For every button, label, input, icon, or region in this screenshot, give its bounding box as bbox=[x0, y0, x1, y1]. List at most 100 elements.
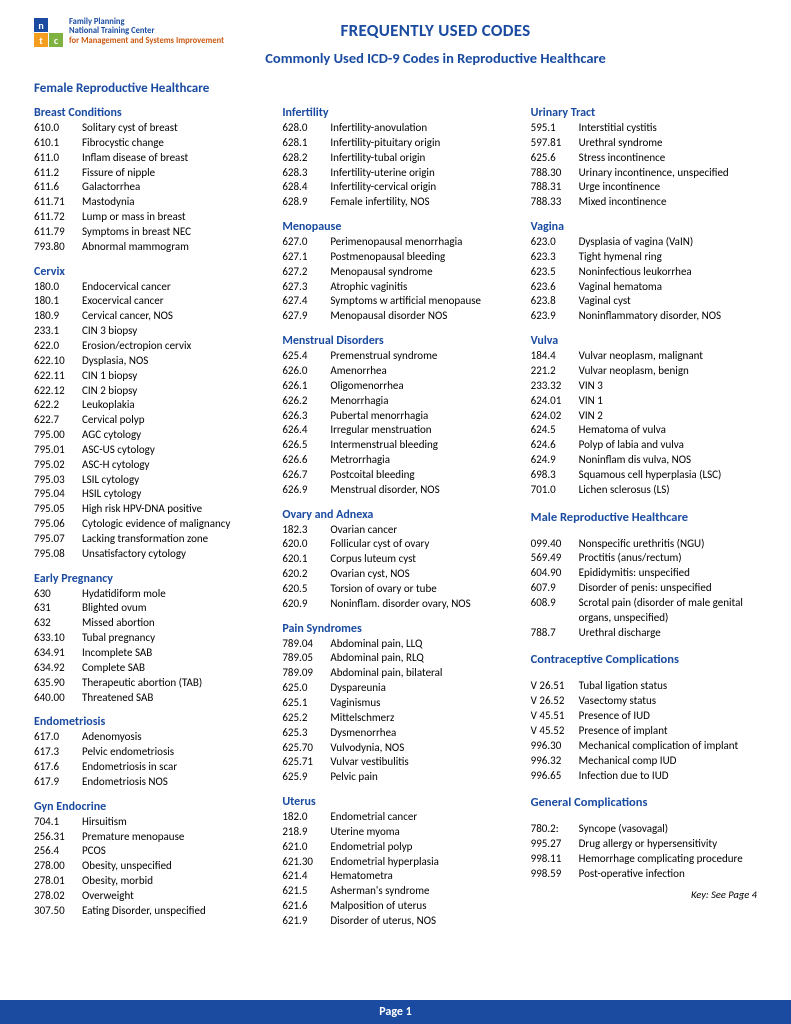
code-row: 620.0Follicular cyst of ovary bbox=[282, 537, 508, 552]
code-value: 218.9 bbox=[282, 825, 330, 840]
code-value: 788.30 bbox=[531, 166, 579, 181]
code-row: 622.2Leukoplakia bbox=[34, 398, 260, 413]
sub-title: Commonly Used ICD-9 Codes in Reproductiv… bbox=[224, 49, 647, 67]
code-desc: Therapeutic abortion (TAB) bbox=[82, 676, 260, 691]
code-row: 627.0Perimenopausal menorrhagia bbox=[282, 235, 508, 250]
code-row: 630Hydatidiform mole bbox=[34, 587, 260, 602]
code-desc: Proctitis (anus/rectum) bbox=[579, 551, 757, 566]
code-desc: Vulvar neoplasm, benign bbox=[579, 364, 757, 379]
code-row: 099.40Nonspecific urethritis (NGU) bbox=[531, 537, 757, 552]
code-desc: Adenomyosis bbox=[82, 730, 260, 745]
code-row: 633.10Tubal pregnancy bbox=[34, 631, 260, 646]
code-row: 625.9Pelvic pain bbox=[282, 770, 508, 785]
code-desc: Missed abortion bbox=[82, 616, 260, 631]
code-row: 611.6Galactorrhea bbox=[34, 180, 260, 195]
code-desc: Vaginismus bbox=[330, 696, 508, 711]
code-row: 628.4Infertility-cervical origin bbox=[282, 180, 508, 195]
code-value: 617.6 bbox=[34, 760, 82, 775]
code-value: 628.2 bbox=[282, 151, 330, 166]
code-value: 233.1 bbox=[34, 324, 82, 339]
header: n tc Family Planning National Training C… bbox=[34, 18, 757, 67]
code-row: 632Missed abortion bbox=[34, 616, 260, 631]
category-heading: Menopause bbox=[282, 220, 508, 234]
column-2: Infertility628.0Infertility-anovulation6… bbox=[282, 102, 508, 929]
code-value: 625.9 bbox=[282, 770, 330, 785]
code-value: 628.9 bbox=[282, 195, 330, 210]
code-desc: Dysplasia of vagina (VaIN) bbox=[579, 235, 757, 250]
code-value: 626.7 bbox=[282, 468, 330, 483]
code-row: 634.92Complete SAB bbox=[34, 661, 260, 676]
code-desc: Premature menopause bbox=[82, 830, 260, 845]
code-row: 788.33Mixed incontinence bbox=[531, 195, 757, 210]
code-value: 704.1 bbox=[34, 815, 82, 830]
code-desc: Infertility-pituitary origin bbox=[330, 136, 508, 151]
code-row: 623.9Noninflammatory disorder, NOS bbox=[531, 309, 757, 324]
code-value: 996.32 bbox=[531, 754, 579, 769]
code-value: 620.9 bbox=[282, 597, 330, 612]
code-value: 621.30 bbox=[282, 855, 330, 870]
code-value: 621.9 bbox=[282, 914, 330, 929]
code-desc: Disorder of uterus, NOS bbox=[330, 914, 508, 929]
code-row: 623.3Tight hymenal ring bbox=[531, 250, 757, 265]
code-row: 626.6Metrorrhagia bbox=[282, 453, 508, 468]
code-value: V 26.51 bbox=[531, 679, 579, 694]
code-row: 622.11CIN 1 biopsy bbox=[34, 369, 260, 384]
code-row: 795.04HSIL cytology bbox=[34, 487, 260, 502]
code-desc: Symptoms in breast NEC bbox=[82, 225, 260, 240]
code-desc: Fissure of nipple bbox=[82, 166, 260, 181]
code-desc: Menorrhagia bbox=[330, 394, 508, 409]
code-desc: Dyspareunia bbox=[330, 681, 508, 696]
code-desc: PCOS bbox=[82, 844, 260, 859]
code-value: V 26.52 bbox=[531, 694, 579, 709]
code-desc: AGC cytology bbox=[82, 428, 260, 443]
code-row: V 45.51Presence of IUD bbox=[531, 709, 757, 724]
code-value: 623.3 bbox=[531, 250, 579, 265]
code-value: 608.9 bbox=[531, 596, 579, 626]
code-desc: Noninfectious leukorrhea bbox=[579, 265, 757, 280]
code-row: V 26.51Tubal ligation status bbox=[531, 679, 757, 694]
code-row: 617.9Endometriosis NOS bbox=[34, 775, 260, 790]
code-row: 622.0Erosion/ectropion cervix bbox=[34, 339, 260, 354]
code-desc: Torsion of ovary or tube bbox=[330, 582, 508, 597]
code-row: 626.1Oligomenorrhea bbox=[282, 379, 508, 394]
code-row: 626.5Intermenstrual bleeding bbox=[282, 438, 508, 453]
code-desc: Squamous cell hyperplasia (LSC) bbox=[579, 468, 757, 483]
code-row: 625.0Dyspareunia bbox=[282, 681, 508, 696]
code-row: 628.1Infertility-pituitary origin bbox=[282, 136, 508, 151]
code-desc: Endocervical cancer bbox=[82, 280, 260, 295]
code-desc: Abdominal pain, bilateral bbox=[330, 666, 508, 681]
code-value: 623.6 bbox=[531, 280, 579, 295]
code-value: 256.31 bbox=[34, 830, 82, 845]
code-row: 611.0Inflam disease of breast bbox=[34, 151, 260, 166]
code-desc: Polyp of labia and vulva bbox=[579, 438, 757, 453]
code-row: 221.2Vulvar neoplasm, benign bbox=[531, 364, 757, 379]
code-value: 307.50 bbox=[34, 904, 82, 919]
code-value: 627.4 bbox=[282, 294, 330, 309]
code-value: 182.3 bbox=[282, 523, 330, 538]
code-desc: Malposition of uterus bbox=[330, 899, 508, 914]
code-value: 624.5 bbox=[531, 423, 579, 438]
code-value: 627.9 bbox=[282, 309, 330, 324]
code-row: 621.5Asherman's syndrome bbox=[282, 884, 508, 899]
code-desc: VIN 3 bbox=[579, 379, 757, 394]
code-row: 627.4Symptoms w artificial menopause bbox=[282, 294, 508, 309]
code-desc: Metrorrhagia bbox=[330, 453, 508, 468]
code-value: 625.6 bbox=[531, 151, 579, 166]
code-value: 998.11 bbox=[531, 852, 579, 867]
code-row: 626.7Postcoital bleeding bbox=[282, 468, 508, 483]
section-male: Male Reproductive Healthcare bbox=[531, 510, 757, 525]
code-value: 626.2 bbox=[282, 394, 330, 409]
code-row: 233.1CIN 3 biopsy bbox=[34, 324, 260, 339]
code-row: 795.05High risk HPV-DNA positive bbox=[34, 502, 260, 517]
code-desc: Pelvic pain bbox=[330, 770, 508, 785]
code-row: 622.12CIN 2 biopsy bbox=[34, 384, 260, 399]
code-desc: VIN 1 bbox=[579, 394, 757, 409]
code-value: 611.72 bbox=[34, 210, 82, 225]
code-value: 632 bbox=[34, 616, 82, 631]
code-row: 621.6Malposition of uterus bbox=[282, 899, 508, 914]
code-desc: Vasectomy status bbox=[579, 694, 757, 709]
code-desc: Endometrial hyperplasia bbox=[330, 855, 508, 870]
code-row: 640.00Threatened SAB bbox=[34, 691, 260, 706]
code-value: 620.1 bbox=[282, 552, 330, 567]
code-value: 622.2 bbox=[34, 398, 82, 413]
